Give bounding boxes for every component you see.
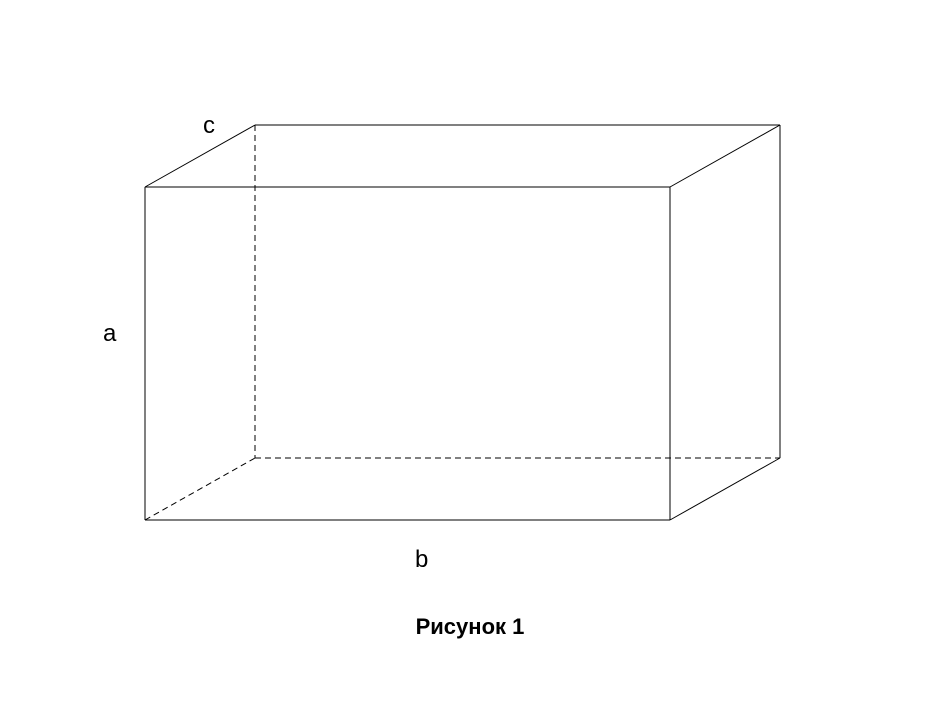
edge-depth-top-right	[670, 125, 780, 187]
edge-depth-bottom-left-hidden	[145, 458, 255, 520]
label-c: c	[203, 112, 215, 140]
label-a: a	[103, 320, 116, 348]
edge-depth-top-left	[145, 125, 255, 187]
label-b: b	[415, 546, 428, 574]
edge-depth-bottom-right	[670, 458, 780, 520]
figure-caption: Рисунок 1	[0, 614, 940, 640]
prism-svg	[0, 0, 940, 705]
diagram-container: a b c Рисунок 1	[0, 0, 940, 705]
